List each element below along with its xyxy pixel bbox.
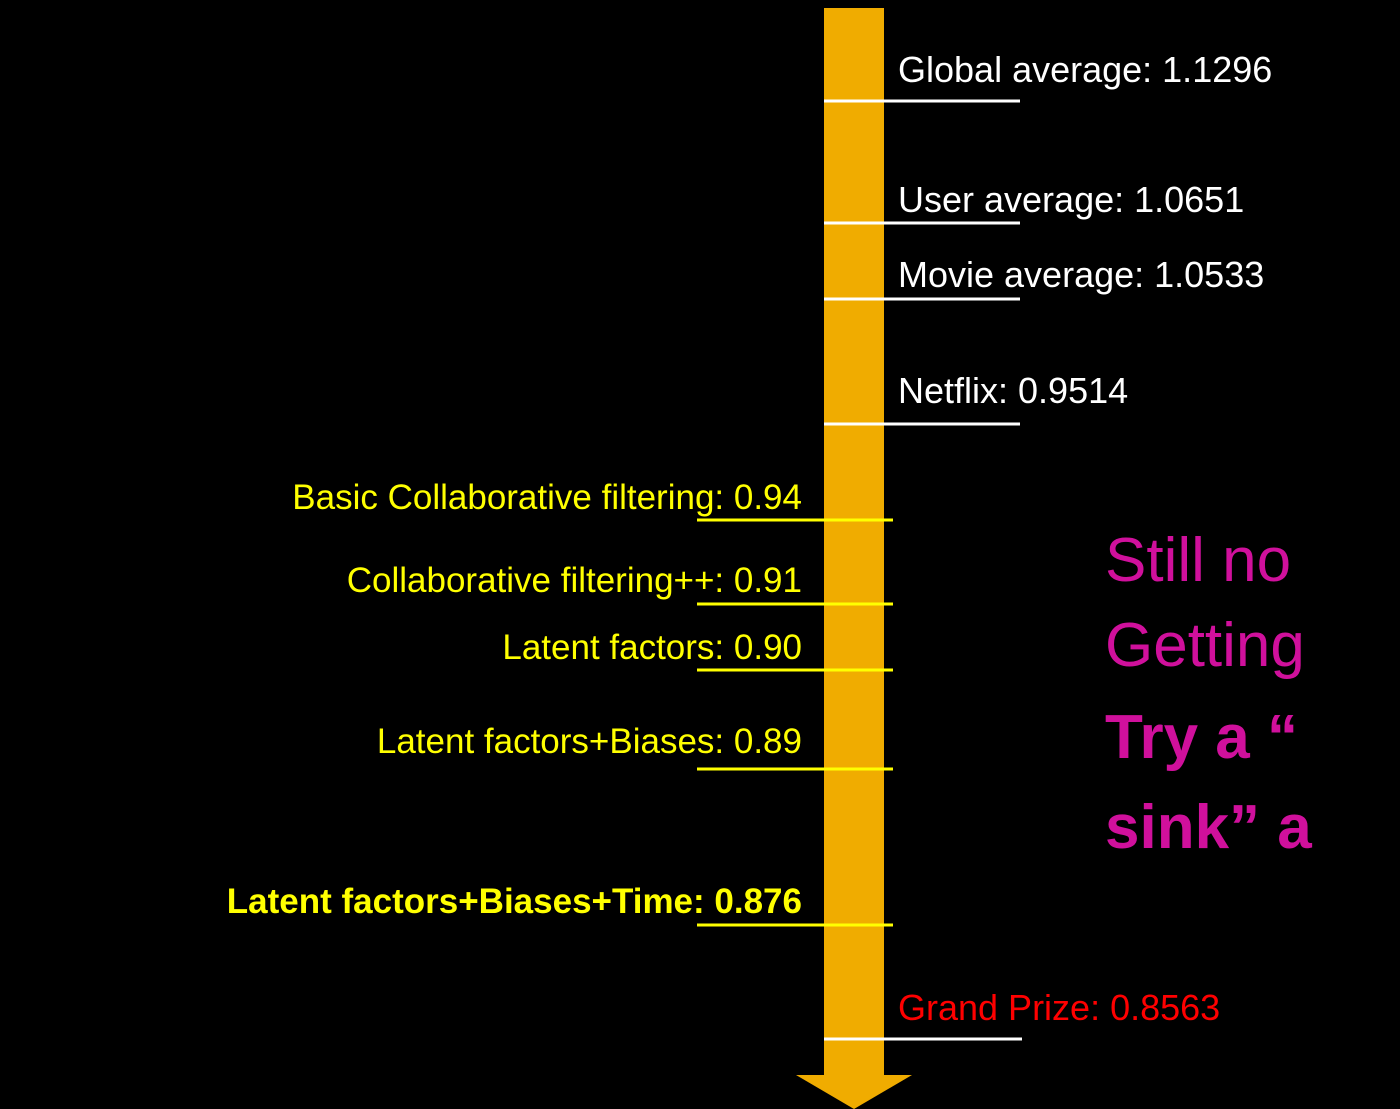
- label: Latent factors+Biases+Time: 0.876: [227, 882, 802, 921]
- label: User average: 1.0651: [898, 179, 1244, 220]
- label: Latent factors: 0.90: [502, 628, 802, 667]
- callout: Still no: [1105, 526, 1291, 595]
- label: Basic Collaborative filtering: 0.94: [292, 478, 802, 517]
- label: Collaborative filtering++: 0.91: [347, 561, 802, 600]
- label: Global average: 1.1296: [898, 49, 1272, 90]
- white-markers: [824, 99, 1022, 1041]
- callout: Try a “: [1105, 703, 1298, 772]
- label: Grand Prize: 0.8563: [898, 987, 1220, 1028]
- label: Latent factors+Biases: 0.89: [377, 722, 802, 761]
- scale-bar: [824, 8, 884, 1076]
- yellow-markers: [697, 518, 893, 927]
- scale-arrow: [796, 1075, 912, 1109]
- callout: Getting: [1105, 611, 1305, 680]
- callout: sink” a: [1105, 793, 1312, 862]
- label: Movie average: 1.0533: [898, 254, 1264, 295]
- label: Netflix: 0.9514: [898, 370, 1128, 411]
